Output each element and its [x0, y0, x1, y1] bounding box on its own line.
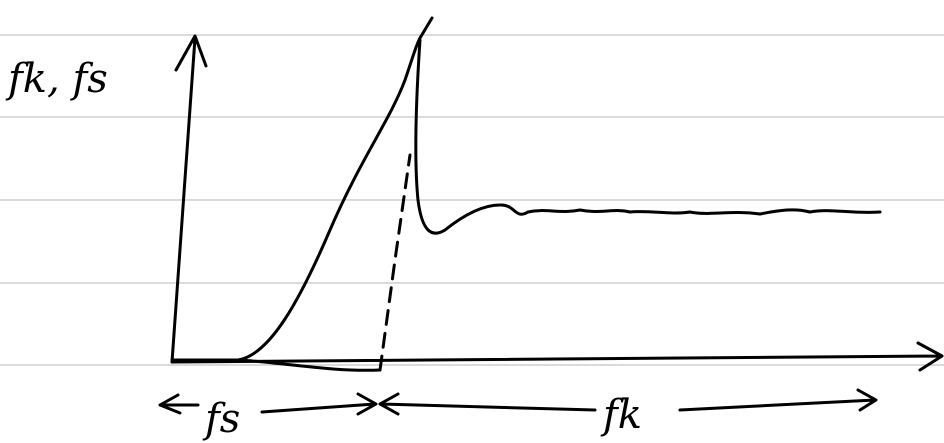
- friction-curve: [170, 16, 882, 362]
- y-axis: [170, 34, 208, 364]
- x-axis: [170, 341, 944, 372]
- left-arrow: [378, 392, 597, 416]
- baseline-curve: [236, 358, 382, 372]
- axis-label: fk, fs: [5, 56, 108, 102]
- ruled-lines: [0, 34, 944, 366]
- right-arrow: [260, 392, 378, 416]
- dashed-divider: [378, 153, 412, 372]
- left-arrow: [158, 393, 200, 415]
- static-label: fs: [202, 396, 240, 442]
- right-arrow: [678, 388, 878, 412]
- kinetic-label: fk: [600, 392, 642, 438]
